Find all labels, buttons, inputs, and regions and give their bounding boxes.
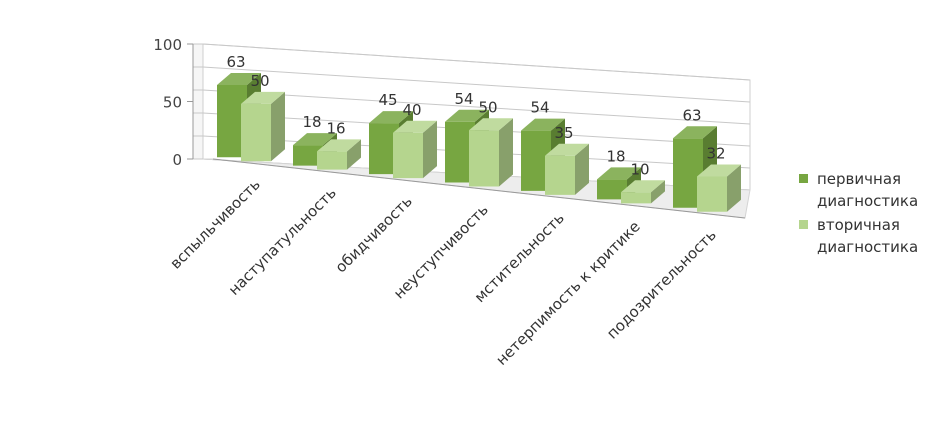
bar-side xyxy=(651,180,665,204)
bar-top xyxy=(597,167,641,180)
data-label: 40 xyxy=(402,101,421,119)
bar-side xyxy=(271,91,285,162)
data-label: 32 xyxy=(706,144,725,162)
bar-top xyxy=(369,111,413,124)
bar-side xyxy=(575,143,589,195)
bar xyxy=(697,176,727,212)
bar-top xyxy=(621,180,665,193)
category-label: мстительность xyxy=(471,209,568,306)
bar-side xyxy=(499,118,513,187)
data-label: 10 xyxy=(630,160,649,178)
bar-top xyxy=(393,120,437,133)
legend-item-primary: первичная диагностика xyxy=(795,168,945,212)
bar-side xyxy=(347,139,361,170)
legend-item-secondary: вторичная диагностика xyxy=(795,214,945,258)
legend-swatch-primary xyxy=(799,174,808,183)
y-tick-label: 100 xyxy=(153,36,182,54)
bar xyxy=(521,130,551,191)
gridline xyxy=(202,43,751,81)
data-label: 54 xyxy=(530,99,549,117)
category-label: вспыльчивость xyxy=(167,175,264,272)
bar-top xyxy=(545,143,589,156)
data-label: 50 xyxy=(250,72,269,90)
bar-top xyxy=(317,139,361,152)
bar xyxy=(597,179,627,200)
bar-top xyxy=(521,118,565,131)
bar xyxy=(217,85,247,158)
bar-side xyxy=(727,164,741,212)
category-label: обидчивость xyxy=(332,192,416,276)
bar xyxy=(673,138,703,208)
bar-top xyxy=(217,73,261,85)
y-tick-label: 50 xyxy=(163,94,182,112)
bar xyxy=(393,132,423,179)
bar xyxy=(469,130,499,187)
x-axis-line xyxy=(212,158,746,219)
data-label: 63 xyxy=(226,53,245,71)
bar-top xyxy=(241,91,285,104)
legend-swatch-secondary xyxy=(799,220,808,229)
legend-label-primary: первичная диагностика xyxy=(817,170,919,210)
y-tick-label: 0 xyxy=(172,151,182,169)
gridline xyxy=(202,89,751,125)
data-label: 63 xyxy=(682,106,701,124)
data-label: 50 xyxy=(478,98,497,116)
bar xyxy=(293,145,323,166)
gridline xyxy=(202,66,751,103)
bar xyxy=(545,155,575,195)
data-label: 18 xyxy=(606,147,625,165)
data-label: 45 xyxy=(378,91,397,109)
bar xyxy=(369,123,399,175)
bar xyxy=(241,103,271,162)
bar-side xyxy=(423,120,437,179)
category-label: нетерпимость к критике xyxy=(492,217,643,368)
bar-top xyxy=(673,126,717,139)
bar-top xyxy=(445,109,489,122)
bar xyxy=(317,151,347,170)
bar xyxy=(621,192,651,204)
bar-top xyxy=(293,133,337,146)
legend: первичная диагностика вторичная диагност… xyxy=(795,168,945,260)
bar-top xyxy=(469,118,513,131)
legend-label-secondary: вторичная диагностика xyxy=(817,216,919,256)
bar xyxy=(445,121,475,183)
data-label: 16 xyxy=(326,119,345,137)
bar-top xyxy=(697,164,741,177)
side-wall xyxy=(192,43,204,160)
data-label: 35 xyxy=(554,124,573,142)
data-label: 54 xyxy=(454,90,473,108)
data-label: 18 xyxy=(302,113,321,131)
